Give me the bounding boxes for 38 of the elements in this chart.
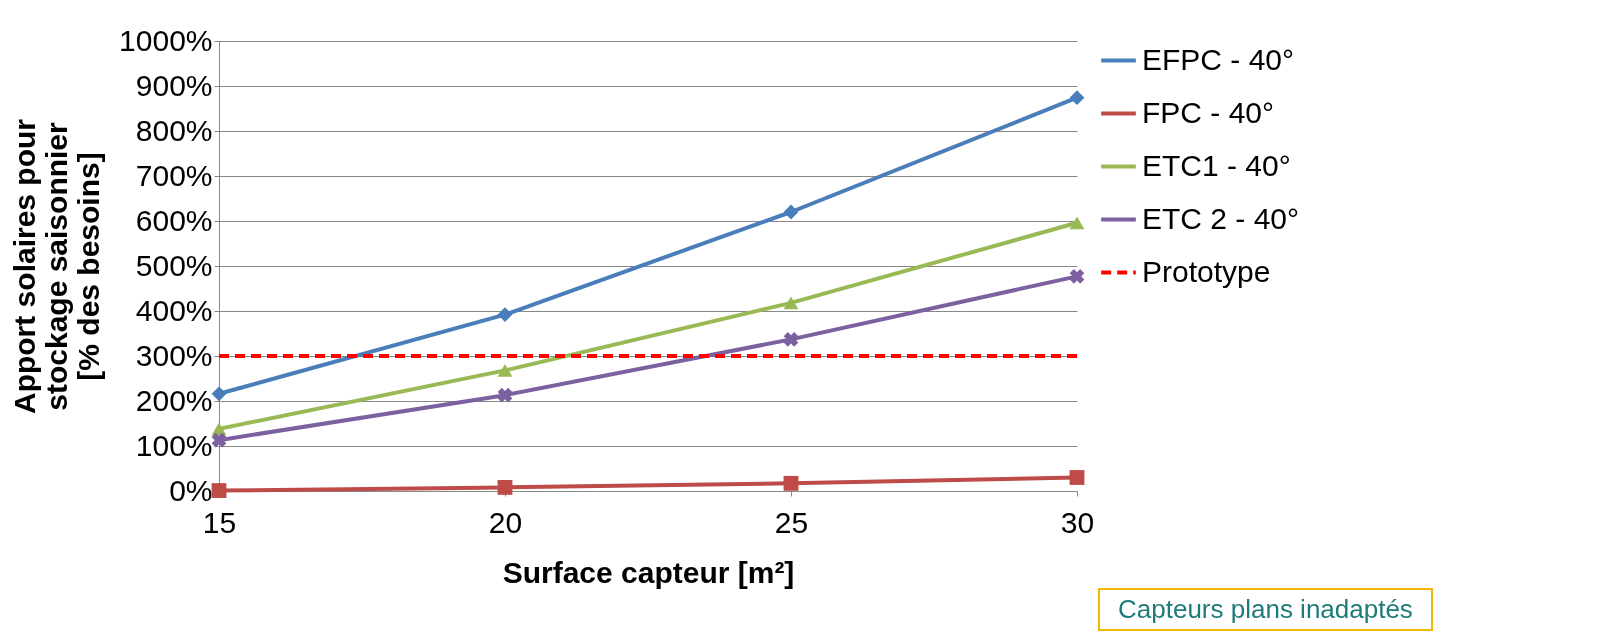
legend-label: Prototype [1142, 254, 1271, 288]
point [783, 204, 799, 220]
point [1069, 90, 1085, 106]
point [211, 483, 227, 498]
x-tick-label: 15 [202, 505, 237, 539]
point [783, 475, 799, 491]
point [497, 479, 513, 495]
point [497, 387, 513, 403]
y-tick-label: 500% [135, 248, 213, 282]
x-tick-label: 30 [1060, 505, 1095, 539]
y-tick-label: 900% [135, 68, 213, 102]
legend-label: EFPC - 40° [1142, 42, 1295, 76]
legend-label: ETC 2 - 40° [1142, 201, 1300, 235]
y-tick-label: 100% [135, 428, 213, 462]
y-tick-label: 400% [135, 293, 213, 327]
point [211, 432, 227, 448]
point [497, 307, 513, 323]
y-tick-label: 600% [135, 203, 213, 237]
y-tick-label: 0% [169, 473, 213, 507]
point [1069, 269, 1085, 284]
y-tick-label: 200% [135, 383, 213, 417]
point [211, 386, 227, 402]
x-tick-label: 25 [774, 505, 809, 539]
point [497, 363, 513, 377]
x-axis-title: Surface capteur [m²] [502, 555, 795, 589]
point [1069, 216, 1085, 230]
point [1069, 470, 1085, 485]
point [783, 296, 799, 310]
y-tick-label: 1000% [119, 23, 213, 57]
x-tick-label: 20 [488, 505, 523, 539]
y-tick-label: 700% [135, 158, 213, 192]
y-tick-label: 800% [135, 113, 213, 147]
legend-label: ETC1 - 40° [1142, 148, 1291, 182]
legend-label: FPC - 40° [1142, 95, 1275, 129]
text: Capteurs plans inadaptés [1098, 588, 1433, 631]
point [783, 332, 799, 347]
y-axis-title: Apport solaires pour stockage saisonnier [% des besoins] [8, 118, 106, 415]
y-tick-label: 300% [135, 338, 213, 372]
